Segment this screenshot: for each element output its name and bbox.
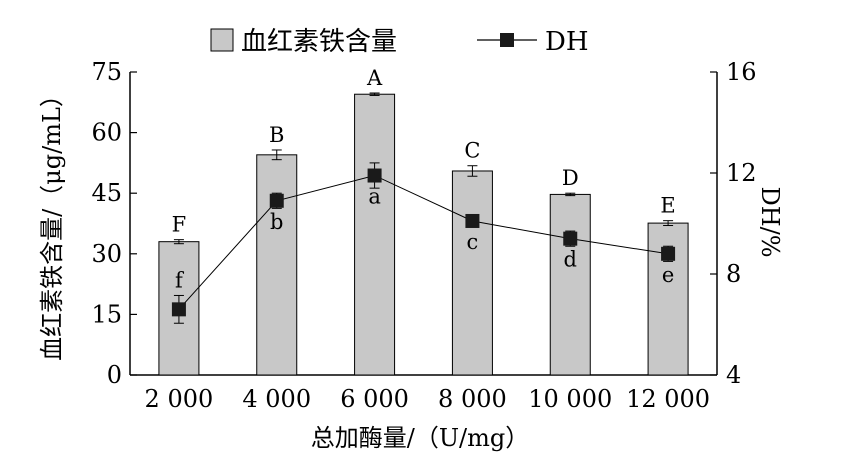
y-right-tick-label: 16 [726, 58, 757, 86]
x-tick-label: 8 000 [438, 385, 507, 413]
bar-significance-label: D [562, 166, 579, 190]
dh-point [661, 246, 676, 261]
legend-bar-swatch [210, 28, 234, 52]
legend-line-marker [500, 33, 514, 47]
y-right-tick-label: 8 [726, 260, 741, 288]
bar [549, 193, 591, 376]
y-left-tick-label: 45 [91, 179, 122, 207]
bar [451, 170, 493, 376]
y-right-tick-label: 12 [726, 159, 757, 187]
y-left-tick-label: 30 [91, 240, 122, 268]
x-tick-label: 4 000 [242, 385, 311, 413]
legend: 血红素铁含量 DH [210, 27, 589, 57]
plot-area: 0 15 30 45 60 75 4 8 12 16 2 000 4 000 6 000 8 000 10 … [91, 58, 756, 413]
dh-significance-label: d [564, 248, 577, 272]
dh-line [178, 174, 669, 310]
x-axis-title: 总加酶量/（U/mg） [311, 424, 530, 452]
dh-significance-label: e [662, 263, 674, 287]
y-axis-left-title: 血红素铁含量/（μg/mL） [38, 83, 66, 361]
x-tick-label: 10 000 [528, 385, 612, 413]
y-left-tick-label: 0 [107, 361, 122, 389]
dh-point [465, 213, 480, 228]
dh-significance-label: c [467, 230, 479, 254]
bar-significance-label: A [366, 66, 383, 90]
x-tick-label: 2 000 [145, 385, 214, 413]
y-left-tick-label: 60 [91, 119, 122, 147]
bar-significance-label: C [464, 139, 480, 163]
dh-point [171, 302, 186, 317]
y-axis-right-title: DH/% [756, 186, 784, 257]
y-right-tick-label: 4 [726, 361, 741, 389]
bar [354, 93, 396, 376]
dh-significance-label: f [175, 268, 185, 292]
bar [256, 154, 298, 376]
bar-significance-label: E [660, 194, 675, 218]
y-left-tick-label: 15 [91, 300, 122, 328]
x-tick-label: 6 000 [340, 385, 409, 413]
bar-significance-label: B [269, 123, 284, 147]
bar-significance-label: F [172, 213, 187, 237]
dh-point [563, 231, 578, 246]
dh-significance-label: a [368, 185, 381, 209]
legend-bar-label: 血红素铁含量 [241, 27, 397, 57]
legend-line-label: DH [545, 27, 589, 57]
dh-point [367, 168, 382, 183]
x-tick-label: 12 000 [626, 385, 710, 413]
dh-significance-label: b [270, 210, 283, 234]
dh-point [269, 193, 284, 208]
y-left-tick-label: 75 [91, 58, 122, 86]
